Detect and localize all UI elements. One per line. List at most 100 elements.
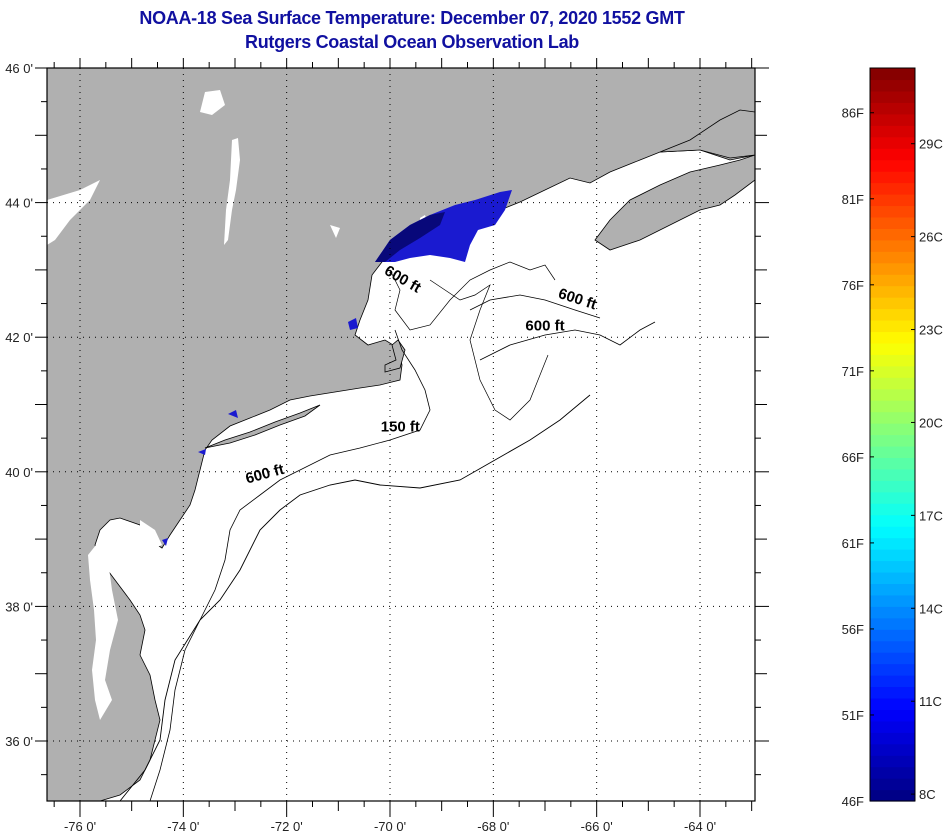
contour-gulf-inner (389, 261, 556, 331)
colorbar-f-label: 66F (842, 450, 864, 465)
colorbar-segment (870, 606, 915, 619)
sst-patch-dark (375, 212, 445, 262)
land-pei-cape-breton (659, 109, 755, 159)
colorbar-segment (870, 102, 915, 115)
colorbar-segment (870, 354, 915, 367)
colorbar-segment (870, 319, 915, 333)
delaware-bay (140, 520, 162, 550)
colorbar-segment (870, 457, 915, 470)
colorbar-segment (870, 251, 915, 264)
lat-tick-label: 44 0' (5, 196, 33, 211)
map-axes: -76 0' -74 0' -72 0' -70 0' -68 0' -66 0' -64 … (5, 58, 769, 832)
colorbar-segment (870, 445, 915, 459)
contour-150ft (149, 329, 431, 801)
lat-tick-label: 38 0' (5, 599, 33, 614)
colorbar-segment (870, 342, 915, 355)
contour-label: 150 ft (381, 418, 420, 435)
colorbar-segment (870, 274, 915, 287)
colorbar-segment (870, 365, 915, 378)
colorbar-segment (870, 720, 915, 733)
colorbar: 86F 81F 76F 71F 66F 61F 56F 51F 46F 29C 26C 23C 20C 1… (842, 67, 943, 809)
map-subtitle: Rutgers Coastal Ocean Observation Lab (245, 32, 579, 52)
lat-tick-label: 36 0' (5, 734, 33, 749)
colorbar-f-label: 51F (842, 708, 864, 723)
colorbar-segment (870, 583, 915, 596)
colorbar-f-label: 86F (842, 106, 864, 121)
colorbar-segment (870, 228, 915, 241)
lake-small-3 (330, 225, 340, 238)
colorbar-segment (870, 262, 915, 275)
colorbar-segment (870, 182, 915, 195)
colorbar-segment (870, 148, 915, 161)
chesapeake-bay (88, 540, 118, 720)
graticule (47, 68, 755, 801)
colorbar-segment (870, 125, 915, 138)
colorbar-segment (870, 377, 915, 390)
lon-tick-label: -68 0' (477, 819, 509, 832)
colorbar-segment (870, 526, 915, 539)
colorbar-segment (870, 629, 915, 642)
contour-600ft-gulf (479, 321, 656, 361)
colorbar-segment (870, 503, 915, 516)
map-frame (46, 67, 756, 802)
colorbar-segment (870, 205, 915, 218)
colorbar-c-label: 26C (919, 230, 943, 245)
colorbar-segment (870, 411, 915, 424)
colorbar-segment (870, 514, 915, 527)
colorbar-segment (870, 388, 915, 401)
lon-tick-label: -72 0' (271, 819, 303, 832)
contour-basin (429, 279, 549, 421)
colorbar-segment (870, 113, 915, 126)
colorbar-c-label: 29C (919, 137, 943, 152)
colorbar-f-label: 81F (842, 192, 864, 207)
colorbar-segment (870, 331, 915, 344)
colorbar-segment (870, 663, 915, 676)
colorbar-f-label: 71F (842, 364, 864, 379)
colorbar-segment (870, 216, 915, 229)
colorbar-segment (870, 297, 915, 310)
colorbar-segment (870, 789, 915, 802)
lon-tick-label: -70 0' (374, 819, 406, 832)
colorbar-segment (870, 285, 915, 298)
sst-patch-small-2 (228, 410, 238, 418)
colorbar-c-label: 8C (919, 787, 936, 802)
colorbar-segment (870, 193, 915, 207)
colorbar-c-label: 14C (919, 601, 943, 616)
colorbar-segment (870, 617, 915, 630)
colorbar-segment (870, 537, 915, 550)
land-cape-cod (384, 339, 406, 373)
sst-patch-small-3 (198, 449, 206, 455)
colorbar-segment (870, 549, 915, 562)
colorbar-segment (870, 491, 915, 504)
colorbar-f-label: 76F (842, 278, 864, 293)
colorbar-c-label: 17C (919, 508, 943, 523)
colorbar-frame (869, 67, 916, 802)
land-northeast-us (47, 68, 755, 801)
colorbar-segment (870, 743, 915, 756)
colorbar-segment (870, 239, 915, 252)
colorbar-segment (870, 90, 915, 103)
lon-tick-label: -64 0' (684, 819, 716, 832)
land-long-island (204, 404, 321, 449)
colorbar-segment (870, 468, 915, 481)
lake-champlain (224, 138, 240, 245)
colorbar-segment (870, 732, 915, 745)
colorbar-segment (870, 675, 915, 688)
colorbar-f-label: 61F (842, 536, 864, 551)
lat-tick-label: 46 0' (5, 61, 33, 76)
colorbar-segment (870, 697, 915, 710)
colorbar-segment (870, 709, 915, 722)
colorbar-segment (870, 571, 915, 584)
colorbar-c-label: 20C (919, 415, 943, 430)
colorbar-segment (870, 766, 915, 779)
colorbar-segment (870, 686, 915, 699)
map-title: NOAA-18 Sea Surface Temperature: Decembe… (139, 8, 685, 28)
sst-patch-small-4 (162, 538, 168, 546)
colorbar-segment (870, 159, 915, 172)
colorbar-segment (870, 136, 915, 149)
contour-600ft-georges (469, 294, 601, 319)
sst-patch-small-1 (348, 318, 358, 330)
lat-tick-label: 40 0' (5, 465, 33, 480)
